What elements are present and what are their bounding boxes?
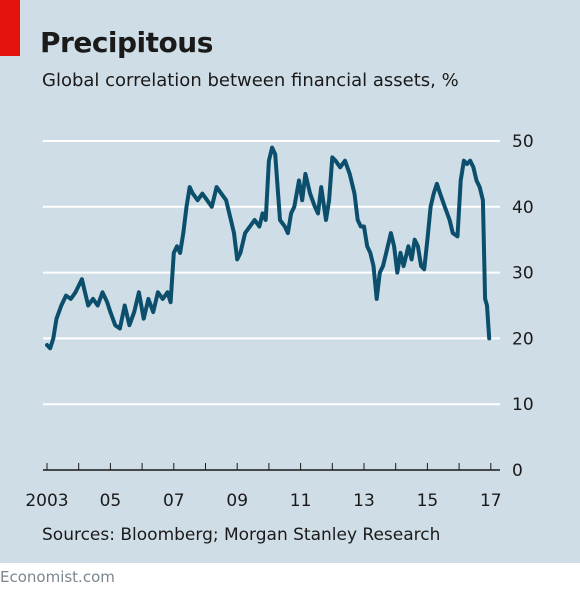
x-tick-label-2015: 15 <box>417 491 439 511</box>
brand-accent-tag <box>0 0 20 56</box>
x-tick-label-2009: 09 <box>226 491 248 511</box>
series-layer <box>45 145 492 351</box>
x-axis: 2003 05 07 09 11 13 15 17 <box>25 463 502 511</box>
line-chart: 2003 05 07 09 11 13 15 17 0 10 20 30 40 50 <box>25 132 534 511</box>
y-axis-labels: 0 10 20 30 40 50 <box>512 132 534 481</box>
gridlines <box>43 140 500 406</box>
series-line-0 <box>45 145 492 351</box>
y-tick-label-0: 0 <box>512 461 523 481</box>
x-tick-label-2011: 11 <box>290 491 312 511</box>
source-note: Sources: Bloomberg; Morgan Stanley Resea… <box>42 525 441 545</box>
x-tick-label-2003: 2003 <box>25 491 68 511</box>
x-tick-label-2005: 05 <box>100 491 122 511</box>
y-tick-label-40: 40 <box>512 198 534 218</box>
x-tick-label-2017: 17 <box>480 491 502 511</box>
chart-title: Precipitous <box>40 26 213 59</box>
brand-footer: Economist.com <box>0 568 115 586</box>
y-tick-label-50: 50 <box>512 132 534 152</box>
x-tick-label-2007: 07 <box>163 491 185 511</box>
y-tick-label-10: 10 <box>512 395 534 415</box>
x-tick-label-2013: 13 <box>353 491 375 511</box>
y-tick-label-20: 20 <box>512 329 534 349</box>
chart-subtitle: Global correlation between financial ass… <box>42 70 459 91</box>
y-tick-label-30: 30 <box>512 264 534 284</box>
